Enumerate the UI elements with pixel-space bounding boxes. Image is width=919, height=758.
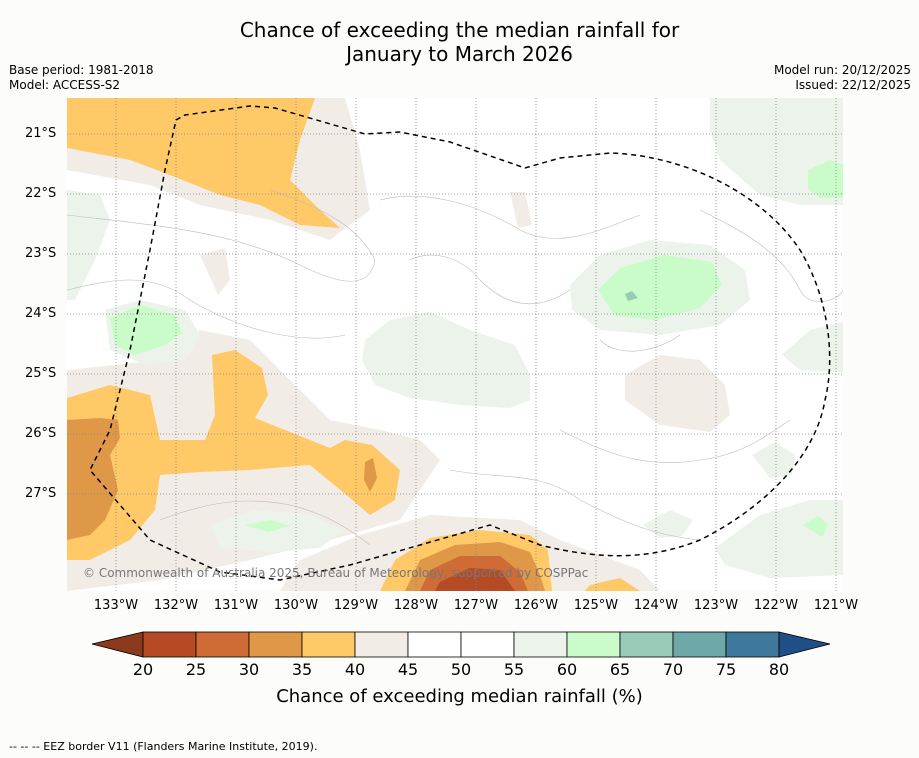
colorbar-tick-label: 25 (185, 660, 207, 679)
contour-60-65-region (808, 160, 843, 198)
colorbar-tick-label: 80 (768, 660, 790, 679)
lon-tick-label: 127°W (453, 598, 499, 613)
lon-tick-label: 124°W (633, 598, 679, 613)
issued-date: Issued: 22/12/2025 (795, 78, 911, 92)
lon-tick-label: 125°W (573, 598, 619, 613)
colorbar-segment (142, 631, 197, 658)
lon-tick-label: 122°W (753, 598, 799, 613)
contour-60-65-region (245, 520, 290, 532)
colorbar-tick-label: 65 (609, 660, 631, 679)
colorbar-segment (619, 631, 674, 658)
colorbar-segment (725, 631, 780, 658)
lat-tick-label: 25°S (25, 366, 57, 381)
colorbar-tick-label: 75 (715, 660, 737, 679)
model-name: Model: ACCESS-S2 (9, 78, 121, 92)
grid-lines (67, 98, 843, 591)
colorbar-tick-label: 50 (450, 660, 472, 679)
eez-border (89, 105, 831, 581)
colorbar-segment (672, 631, 727, 658)
lon-tick-label: 130°W (273, 598, 319, 613)
colorbar-segment (301, 631, 356, 658)
contour-20-25-region (435, 568, 515, 591)
title-line-2: January to March 2026 (346, 42, 573, 66)
lat-tick-label: 27°S (25, 486, 57, 501)
colorbar-tick-label: 45 (397, 660, 419, 679)
contour-55-60-region (362, 312, 530, 408)
contour-60-65-region (110, 305, 182, 355)
contour-30-35-region (67, 418, 120, 540)
colorbar-segment (566, 631, 621, 658)
lon-tick-label: 121°W (813, 598, 859, 613)
colorbar-tick-label: 20 (132, 660, 154, 679)
colorbar-tick-label: 30 (238, 660, 260, 679)
title-line-1: Chance of exceeding the median rainfall … (239, 18, 680, 42)
contour-55-60-region (67, 190, 110, 300)
colorbar-tick-label: 60 (556, 660, 578, 679)
colorbar-extend-low (91, 631, 144, 658)
lat-tick-label: 22°S (25, 186, 57, 201)
contour-lines (67, 189, 843, 546)
model-run: Model run: 20/12/2025 (773, 63, 911, 77)
colorbar-extend-high (778, 631, 831, 658)
colorbar-segment (195, 631, 250, 658)
lon-tick-label: 126°W (513, 598, 559, 613)
colorbar-tick-label: 70 (662, 660, 684, 679)
colorbar-segment (407, 631, 462, 658)
map-title: Chance of exceeding the median rainfall … (0, 18, 919, 66)
colorbar-tick-label: 55 (503, 660, 525, 679)
contour-65-70-region (625, 291, 638, 301)
lat-tick-label: 26°S (25, 426, 57, 441)
lat-tick-label: 23°S (25, 246, 57, 261)
colorbar-segment (354, 631, 409, 658)
contour-55-60-region (715, 500, 843, 578)
lat-tick-label: 24°S (25, 306, 57, 321)
lon-tick-label: 123°W (693, 598, 739, 613)
eez-legend-note: -- -- -- EEZ border V11 (Flanders Marine… (9, 740, 318, 753)
contour-35-40-region (67, 98, 340, 228)
colorbar-segment (460, 631, 515, 658)
copyright-credit: © Commonwealth of Australia 2025, Bureau… (83, 566, 589, 580)
colorbar-tick-label: 40 (344, 660, 366, 679)
contour-40-45-region (510, 192, 532, 228)
lon-tick-label: 133°W (93, 598, 139, 613)
lon-tick-label: 129°W (333, 598, 379, 613)
contour-30-35-region (364, 458, 377, 492)
contour-55-60-region (752, 442, 795, 478)
contour-60-65-region (598, 255, 722, 320)
contour-35-40-region (585, 578, 640, 591)
lon-tick-label: 128°W (393, 598, 439, 613)
base-period: Base period: 1981-2018 (9, 63, 154, 77)
colorbar-title: Chance of exceeding median rainfall (%) (276, 686, 643, 707)
contour-55-60-region (210, 510, 345, 552)
colorbar-segment (513, 631, 568, 658)
colorbar (91, 631, 831, 658)
contour-55-60-region (643, 510, 693, 538)
contour-60-65-region (802, 516, 828, 537)
contour-35-40-region (67, 350, 400, 515)
meta-right: Model run: 20/12/2025 Issued: 22/12/2025 (774, 63, 911, 93)
colorbar-segment (248, 631, 303, 658)
meta-left: Base period: 1981-2018 Model: ACCESS-S2 (9, 63, 154, 93)
lon-tick-label: 132°W (153, 598, 199, 613)
colorbar-tick-label: 35 (291, 660, 313, 679)
lon-tick-label: 131°W (213, 598, 259, 613)
contour-40-45-region (200, 248, 230, 295)
lat-tick-label: 21°S (25, 126, 57, 141)
